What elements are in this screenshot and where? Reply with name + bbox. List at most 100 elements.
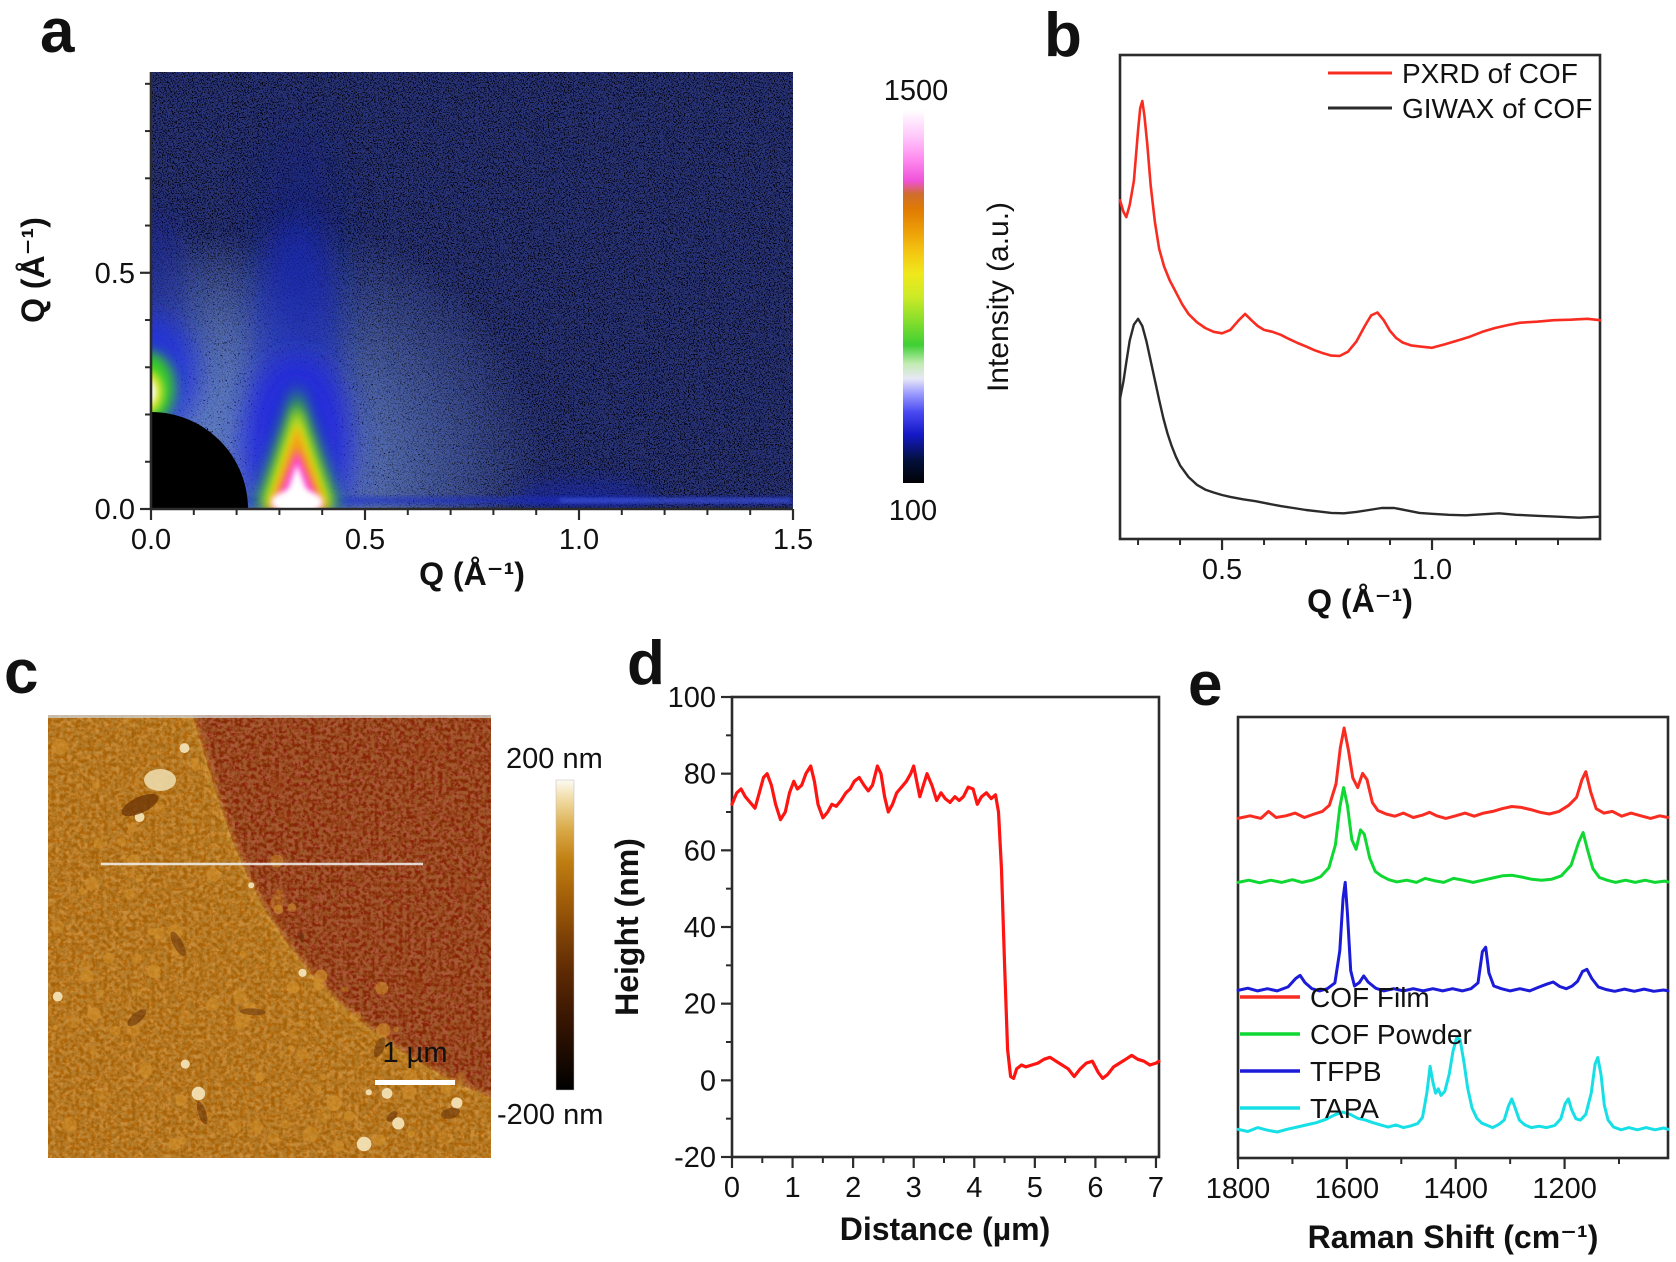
film-grain (168, 1138, 181, 1151)
bright-grain (451, 1097, 463, 1109)
scale-bar-label: 1 µm (382, 1037, 447, 1069)
panel-b-axes: 0.5 1.0 (1118, 53, 1602, 586)
x-tick-label: 1.0 (1412, 554, 1452, 586)
film-grain (375, 981, 389, 995)
colorbar-a-min-label: 100 (889, 495, 937, 527)
bright-grain (356, 1136, 372, 1152)
series-TFPB (1236, 880, 1670, 993)
x-tick-label: 0.5 (1202, 554, 1242, 586)
substrate-texture (407, 974, 424, 991)
dark-pit (440, 1107, 460, 1119)
film-grain (133, 778, 141, 786)
legend-label-tapa: TAPA (1310, 1093, 1379, 1124)
dark-pit (127, 1009, 147, 1027)
panel-a-axes: 0.0 0.5 1.0 1.5 0.0 0.5 (95, 72, 813, 556)
substrate-texture (338, 822, 347, 831)
film-grain (326, 1095, 342, 1111)
colorbar-c-max-label: 200 nm (506, 743, 603, 775)
legend-label-cof-film: COF Film (1310, 982, 1430, 1013)
film-grain (87, 1007, 101, 1021)
colorbar-a (903, 110, 924, 483)
panel-b-yaxis-title: Intensity (a.u.) (982, 202, 1015, 392)
dark-pit (239, 1008, 266, 1016)
bright-grain (179, 743, 190, 754)
film-grain (146, 964, 161, 978)
horizon-glow (515, 479, 655, 509)
film-grain (61, 1116, 77, 1132)
film-grain (313, 978, 325, 991)
y-tick-label: 100 (668, 682, 716, 714)
x-tick-label: 6 (1087, 1172, 1103, 1204)
film-grain (287, 903, 297, 912)
panel-d-letter: d (627, 629, 665, 698)
film-grain (440, 1083, 452, 1094)
substrate-texture (417, 738, 434, 755)
substrate-texture (444, 1022, 455, 1033)
y-tick-label: -20 (674, 1142, 716, 1174)
x-tick-label: 1200 (1532, 1173, 1597, 1205)
bright-grain (381, 1088, 393, 1099)
colorbar-c-min-label: -200 nm (497, 1099, 603, 1131)
film-grain (78, 887, 87, 896)
bright-grain (52, 991, 63, 1002)
x-tick-label: 1.0 (559, 524, 599, 556)
series-PXRD of COF (1118, 99, 1602, 358)
panel-b-letter: b (1044, 1, 1082, 70)
panel-e-series (1236, 726, 1670, 1134)
series-height profile (730, 764, 1161, 1080)
x-tick-label: 3 (906, 1172, 922, 1204)
bragg-rod-core-cone (281, 464, 314, 509)
substrate-texture (390, 883, 401, 894)
film-grain (178, 1010, 193, 1025)
film-grain (270, 854, 284, 868)
film-grain (110, 1025, 121, 1036)
film-grain (402, 1085, 417, 1100)
y-tick-label: 0 (700, 1065, 716, 1097)
plot-border (1236, 715, 1670, 1160)
film-grain (299, 1019, 306, 1027)
panel-e-xaxis-title: Raman Shift (cm⁻¹) (1308, 1219, 1599, 1255)
bright-grain (365, 1089, 372, 1096)
y-tick-label: 80 (684, 759, 716, 791)
substrate-texture (435, 742, 445, 752)
film-grain (138, 1062, 153, 1077)
afm-noise-dark (48, 715, 491, 1158)
film-grain (132, 987, 142, 997)
panel-e-axes: 1800 1600 1400 1200 (1206, 715, 1670, 1205)
film-grain (316, 1109, 331, 1124)
film-grain (278, 1051, 285, 1057)
film-grain (123, 1040, 131, 1047)
afm-grains (51, 717, 474, 1152)
series-TAPA (1236, 1035, 1670, 1134)
film-grain (96, 989, 103, 996)
substrate-texture (451, 965, 459, 972)
legend-label-giwax: GIWAX of COF (1402, 93, 1592, 124)
inplane-spot-yellow (151, 370, 163, 414)
bright-grain (298, 968, 307, 977)
substrate-texture (270, 776, 287, 792)
substrate-texture (412, 888, 419, 895)
x-tick-label: 0 (724, 1172, 740, 1204)
film-grain (454, 1072, 467, 1085)
film-grain (267, 1131, 280, 1144)
substrate-texture (279, 809, 293, 823)
x-tick-label: 7 (1148, 1172, 1164, 1204)
film-grain (80, 969, 94, 983)
film-grain (91, 781, 100, 789)
film-grain (281, 1120, 290, 1129)
film-grain (147, 928, 156, 936)
film-grain (51, 921, 64, 934)
film-grain (52, 738, 68, 755)
x-tick-label: 5 (1027, 1172, 1043, 1204)
film-grain (284, 1094, 300, 1110)
film-grain (239, 950, 247, 958)
x-tick-label: 4 (966, 1172, 982, 1204)
series-GIWAX of COF (1118, 317, 1602, 519)
substrate-texture (457, 1020, 469, 1032)
film-grain (124, 889, 136, 900)
film-grain (206, 867, 221, 882)
bright-grain (392, 1117, 405, 1130)
film-grain (206, 997, 220, 1012)
film-grain (332, 1139, 344, 1152)
